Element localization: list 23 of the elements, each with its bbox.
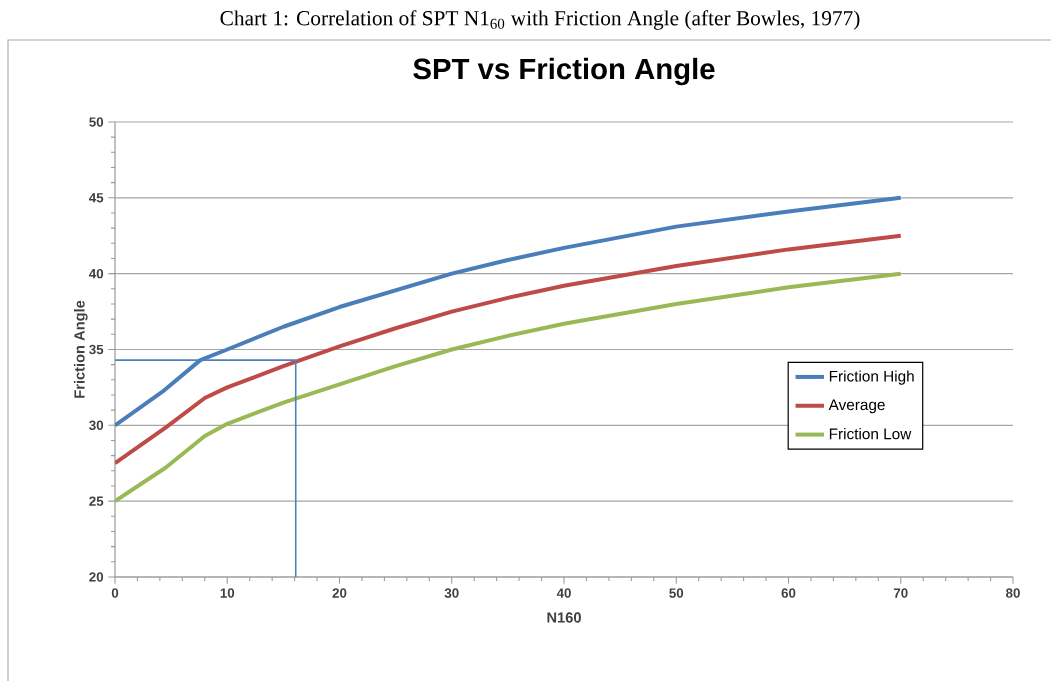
y-tick-label: 20 [89,572,104,582]
y-tick-label: 40 [89,268,104,279]
y-tick-label: 50 [89,117,104,127]
legend-label: Average [828,399,885,414]
x-tick-label: 30 [444,588,459,598]
x-tick-label: 0 [111,588,119,598]
x-tick-label: 20 [332,588,347,598]
x-tick-label: 60 [781,588,796,598]
y-tick-label: 35 [89,344,104,355]
legend-label: Friction High [829,370,914,385]
caption: Chart 1: Correlation of SPT N1$_{60}$ with Friction Angle (after Bowles, 1977) [220,10,860,30]
legend-label: Friction Low [829,428,912,440]
chart-title: SPT vs Friction Angle [413,57,715,86]
y-tick-label: 30 [89,420,104,431]
x-tick-label: 70 [893,588,908,598]
x-tick-label: 80 [1006,588,1020,598]
y-axis-title: Friction Angle [73,300,88,398]
y-tick-label: 25 [89,496,104,506]
x-tick-label: 50 [669,588,684,598]
y-tick-label: 45 [89,193,104,203]
x-axis-title: N160 [547,612,581,623]
x-tick-label: 10 [220,588,235,598]
x-tick-label: 40 [556,588,571,598]
